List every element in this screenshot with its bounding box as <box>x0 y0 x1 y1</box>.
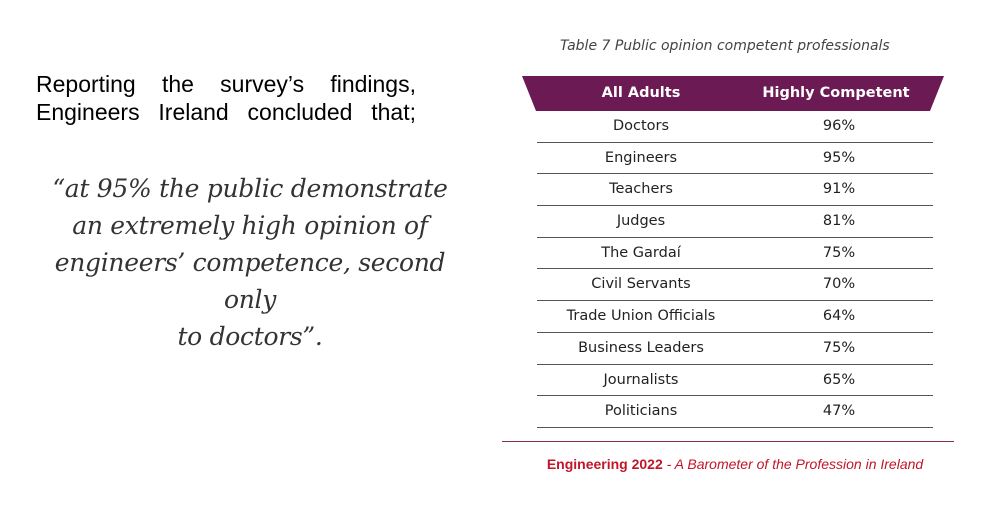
table-row: Journalists 65% <box>537 365 933 397</box>
table-row: Judges 81% <box>537 206 933 238</box>
competence-value-cell: 91% <box>822 181 856 198</box>
table-row: The Gardaí 75% <box>537 238 933 270</box>
competence-value-cell: 96% <box>822 118 856 134</box>
table-row: Engineers 95% <box>537 143 933 175</box>
table-caption: Table 7 Public opinion competent profess… <box>560 38 890 54</box>
profession-cell: Business Leaders <box>578 339 704 356</box>
quote-line-4: to doctors”. <box>177 322 323 351</box>
header-all-adults: All Adults <box>601 85 681 101</box>
profession-cell: Civil Servants <box>591 276 691 293</box>
profession-cell: Doctors <box>612 118 670 134</box>
intro-line-1: Reporting the survey’s findings, <box>36 71 416 97</box>
header-highly-competent: Highly Competent <box>762 85 910 101</box>
table-body: Doctors 96% Engineers 95% Teachers 91% Judges 8… <box>522 111 944 428</box>
table-header: All Adults Highly Competent <box>522 76 944 111</box>
profession-cell: Engineers <box>604 149 678 166</box>
table-row: Politicians 47% <box>537 396 933 428</box>
profession-cell: Judges <box>616 213 666 230</box>
profession-cell: Trade Union Officials <box>566 308 716 325</box>
competence-value-cell: 75% <box>822 339 856 356</box>
competence-value-cell: 47% <box>822 403 856 420</box>
footer: Engineering 2022 - A Barometer of the Pr… <box>502 456 968 472</box>
profession-cell: The Gardaí <box>601 244 681 261</box>
competence-value-cell: 64% <box>822 308 856 325</box>
profession-cell: Politicians <box>604 403 678 420</box>
competence-value-cell: 70% <box>822 276 856 293</box>
competence-value-cell: 65% <box>822 371 856 388</box>
table-row: Civil Servants 70% <box>537 269 933 302</box>
profession-cell: Teachers <box>609 181 673 198</box>
quote-line-1: “at 95% the public demonstrate <box>52 174 448 203</box>
intro-line-2: Engineers Ireland concluded that; <box>36 99 416 125</box>
competence-table: All Adults Highly Competent Doctors 96% En… <box>522 76 944 428</box>
competence-value-cell: 75% <box>822 244 856 261</box>
table-row: Teachers 91% <box>537 174 933 207</box>
competence-value-cell: 95% <box>822 149 856 166</box>
table-row: Trade Union Officials 64% <box>537 301 933 333</box>
quote-line-3: engineers’ competence, second only <box>54 248 446 314</box>
profession-cell: Journalists <box>603 371 679 388</box>
footer-brand: Engineering 2022 <box>546 456 663 472</box>
quote-line-2: an extremely high opinion of <box>72 211 428 240</box>
quote-block: “at 95% the public demonstrate an extrem… <box>30 170 470 355</box>
intro-text: Reporting the survey’s findings, Enginee… <box>36 70 416 126</box>
competence-value-cell: 81% <box>822 213 856 230</box>
footer-divider <box>502 441 954 442</box>
table-row: Business Leaders 75% <box>537 333 933 365</box>
footer-subtitle: - A Barometer of the Profession in Irela… <box>662 456 924 472</box>
table-row: Doctors 96% <box>537 111 933 143</box>
header-band <box>522 76 944 111</box>
